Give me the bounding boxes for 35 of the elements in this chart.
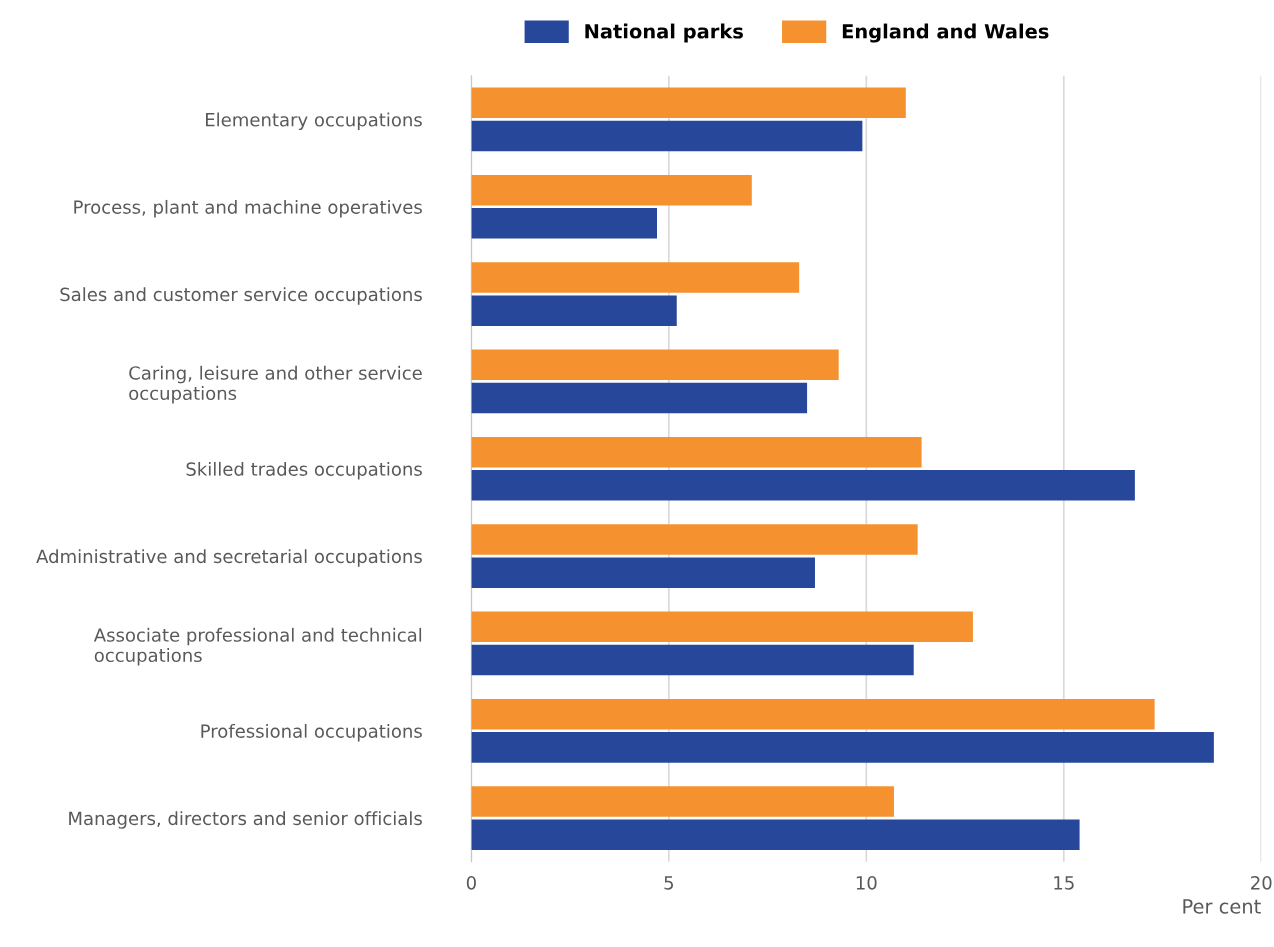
x-tick-label: 10: [856, 875, 877, 890]
y-tick-label: Sales and customer service occupations: [60, 287, 422, 305]
y-tick-label: Managers, directors and senior officials: [69, 811, 422, 829]
y-tick-label: Skilled trades occupations: [186, 461, 422, 480]
bar: [471, 208, 657, 239]
bar: [471, 644, 914, 676]
bar: [471, 174, 752, 206]
bar: [471, 470, 1135, 501]
bar: [471, 382, 808, 414]
bar: [471, 732, 1214, 763]
y-tick-label: Administrative and secretarial occupations: [36, 549, 422, 567]
x-tick-label: 20: [1251, 875, 1272, 890]
bar: [471, 262, 800, 293]
y-tick-label: Process, plant and machine operatives: [74, 199, 422, 218]
bar: [471, 611, 973, 643]
y-tick-label: Caring, leisure and other service occupations: [129, 365, 422, 404]
bar: [471, 87, 906, 119]
bar: [471, 698, 1155, 730]
legend-label: England and Wales: [842, 23, 1049, 43]
legend-label: National parks: [585, 23, 743, 43]
bar: [471, 120, 863, 152]
bar: [471, 557, 815, 588]
bar: [471, 436, 922, 468]
x-tick-label: 15: [1054, 876, 1074, 890]
y-tick-label: Associate professional and technical occupations: [93, 627, 422, 666]
x-tick-label: 0: [466, 875, 476, 890]
y-tick-label: Professional occupations: [201, 723, 422, 742]
bar: [471, 349, 839, 381]
bar: [471, 819, 1080, 850]
bar: [471, 295, 677, 326]
x-axis-title: Per cent: [1183, 899, 1261, 914]
bar: [471, 524, 918, 555]
y-tick-label: Elementary occupations: [206, 112, 422, 131]
bar: [471, 786, 894, 817]
x-tick-label: 5: [664, 876, 674, 890]
